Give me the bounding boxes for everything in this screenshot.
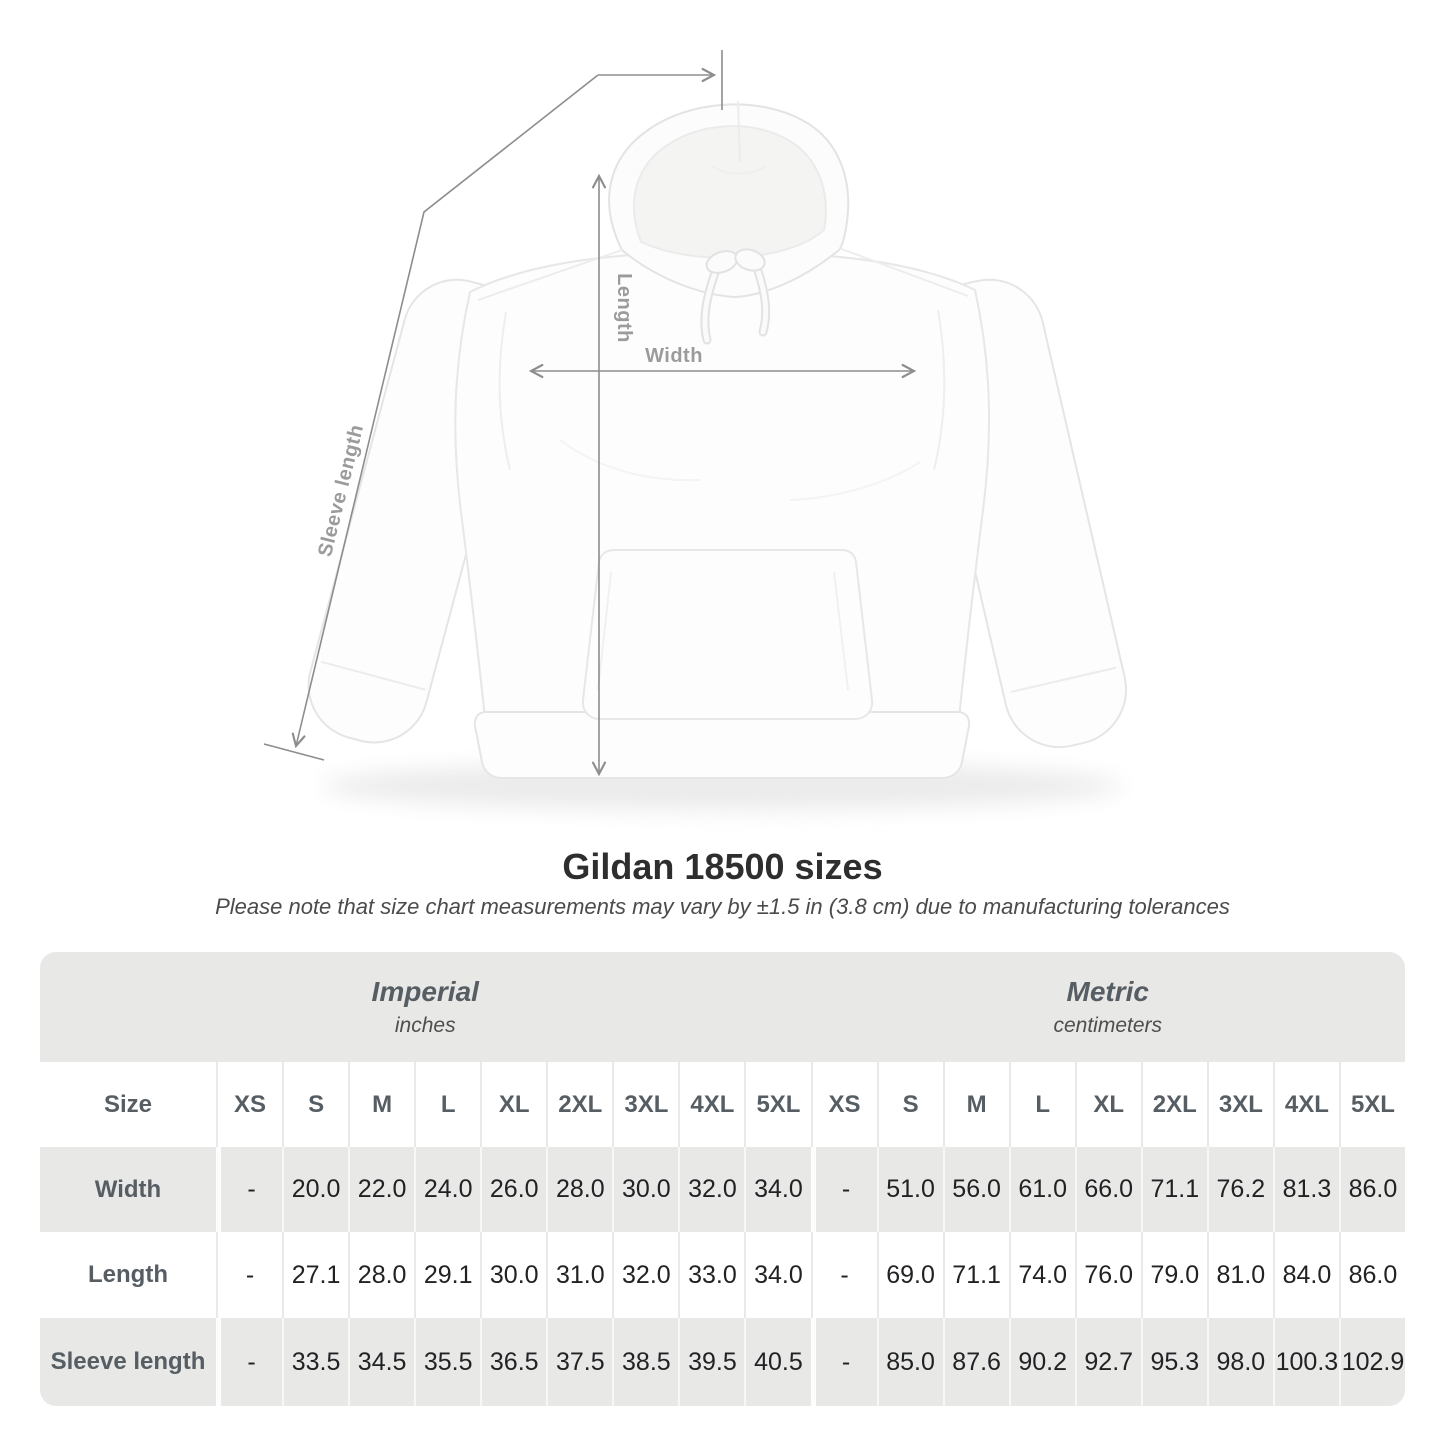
value-metric-xs-sleeve-length: - xyxy=(810,1318,877,1406)
value-metric-s-sleeve-length: 85.0 xyxy=(876,1318,943,1406)
value-metric-4xl-width: 81.3 xyxy=(1272,1147,1339,1232)
size-header-metric-xl: XL xyxy=(1074,1062,1141,1147)
value-metric-xs-width: - xyxy=(810,1147,877,1232)
size-header-metric-m: M xyxy=(942,1062,1009,1147)
value-metric-2xl-width: 71.1 xyxy=(1140,1147,1207,1232)
value-imperial-xl-width: 26.0 xyxy=(480,1147,547,1232)
size-header-metric-3xl: 3XL xyxy=(1206,1062,1273,1147)
size-header-imperial-m: M xyxy=(348,1062,415,1147)
value-imperial-2xl-width: 28.0 xyxy=(546,1147,613,1232)
width-label: Width xyxy=(645,345,703,367)
section-label: Imperial xyxy=(371,976,479,1007)
section-sublabel: centimeters xyxy=(1053,1014,1163,1037)
value-imperial-l-sleeve-length: 35.5 xyxy=(414,1318,481,1406)
hoodie-photo xyxy=(307,100,1128,779)
sleeve-length-arrow xyxy=(263,50,723,761)
value-metric-xl-length: 76.0 xyxy=(1074,1232,1141,1318)
value-metric-3xl-length: 81.0 xyxy=(1206,1232,1273,1318)
value-metric-xl-width: 66.0 xyxy=(1074,1147,1141,1232)
page-title: Gildan 18500 sizes xyxy=(562,846,883,887)
size-header-metric-5xl: 5XL xyxy=(1338,1062,1405,1147)
size-header-metric-4xl: 4XL xyxy=(1272,1062,1339,1147)
value-imperial-l-length: 29.1 xyxy=(414,1232,481,1318)
row-label-sleeve-length: Sleeve length xyxy=(40,1318,216,1406)
value-metric-5xl-width: 86.0 xyxy=(1338,1147,1405,1232)
hoodie-diagram: Sleeve length Length Width xyxy=(263,50,1128,810)
value-imperial-xl-length: 30.0 xyxy=(480,1232,547,1318)
value-metric-l-sleeve-length: 90.2 xyxy=(1008,1318,1075,1406)
value-imperial-2xl-length: 31.0 xyxy=(546,1232,613,1318)
size-header-imperial-3xl: 3XL xyxy=(612,1062,679,1147)
section-header-metric: Metric centimeters xyxy=(810,952,1405,1062)
size-header-imperial-xl: XL xyxy=(480,1062,547,1147)
size-column-header: Size xyxy=(40,1062,216,1147)
size-header-metric-l: L xyxy=(1008,1062,1075,1147)
value-imperial-3xl-sleeve-length: 38.5 xyxy=(612,1318,679,1406)
hood-drawstrings xyxy=(700,248,771,345)
size-header-metric-xs: XS xyxy=(810,1062,877,1147)
value-metric-m-length: 71.1 xyxy=(942,1232,1009,1318)
hoodie-illustration: Sleeve length Length Width xyxy=(263,50,1128,810)
size-header-imperial-5xl: 5XL xyxy=(744,1062,811,1147)
value-imperial-3xl-width: 30.0 xyxy=(612,1147,679,1232)
value-imperial-m-width: 22.0 xyxy=(348,1147,415,1232)
size-chart-table: Imperial inches Metric centimeters Size XS S M L… xyxy=(40,952,1405,1406)
value-metric-4xl-length: 84.0 xyxy=(1272,1232,1339,1318)
section-header-imperial: Imperial inches xyxy=(40,952,811,1062)
measurement-lines xyxy=(263,50,914,774)
value-imperial-xs-length: - xyxy=(216,1232,283,1318)
value-metric-2xl-length: 79.0 xyxy=(1140,1232,1207,1318)
size-header-metric-2xl: 2XL xyxy=(1140,1062,1207,1147)
length-label: Length xyxy=(613,273,635,343)
size-header-imperial-s: S xyxy=(282,1062,349,1147)
size-header-imperial-2xl: 2XL xyxy=(546,1062,613,1147)
value-imperial-s-length: 27.1 xyxy=(282,1232,349,1318)
value-metric-2xl-sleeve-length: 95.3 xyxy=(1140,1318,1207,1406)
value-metric-4xl-sleeve-length: 100.3 xyxy=(1272,1318,1339,1406)
value-metric-l-length: 74.0 xyxy=(1008,1232,1075,1318)
value-metric-xs-length: - xyxy=(810,1232,877,1318)
value-metric-s-width: 51.0 xyxy=(876,1147,943,1232)
value-metric-3xl-sleeve-length: 98.0 xyxy=(1206,1318,1273,1406)
value-imperial-l-width: 24.0 xyxy=(414,1147,481,1232)
value-imperial-4xl-sleeve-length: 39.5 xyxy=(678,1318,745,1406)
section-sublabel: inches xyxy=(394,1014,456,1037)
value-metric-5xl-sleeve-length: 102.9 xyxy=(1338,1318,1405,1406)
value-imperial-3xl-length: 32.0 xyxy=(612,1232,679,1318)
tolerance-note: Please note that size chart measurements… xyxy=(215,894,1230,919)
value-imperial-m-length: 28.0 xyxy=(348,1232,415,1318)
value-imperial-4xl-length: 33.0 xyxy=(678,1232,745,1318)
row-label-length: Length xyxy=(40,1232,216,1318)
value-metric-m-width: 56.0 xyxy=(942,1147,1009,1232)
value-imperial-5xl-length: 34.0 xyxy=(744,1232,811,1318)
size-header-imperial-4xl: 4XL xyxy=(678,1062,745,1147)
value-imperial-5xl-width: 34.0 xyxy=(744,1147,811,1232)
size-header-imperial-xs: XS xyxy=(216,1062,283,1147)
value-imperial-m-sleeve-length: 34.5 xyxy=(348,1318,415,1406)
value-imperial-2xl-sleeve-length: 37.5 xyxy=(546,1318,613,1406)
size-chart: Imperial inches Metric centimeters Size XS S M L… xyxy=(40,952,1405,1406)
value-metric-5xl-length: 86.0 xyxy=(1338,1232,1405,1318)
value-metric-l-width: 61.0 xyxy=(1008,1147,1075,1232)
value-metric-m-sleeve-length: 87.6 xyxy=(942,1318,1009,1406)
value-metric-s-length: 69.0 xyxy=(876,1232,943,1318)
row-label-width: Width xyxy=(40,1147,216,1232)
value-imperial-5xl-sleeve-length: 40.5 xyxy=(744,1318,811,1406)
value-imperial-s-width: 20.0 xyxy=(282,1147,349,1232)
size-header-imperial-l: L xyxy=(414,1062,481,1147)
value-imperial-s-sleeve-length: 33.5 xyxy=(282,1318,349,1406)
value-imperial-4xl-width: 32.0 xyxy=(678,1147,745,1232)
sleeve-end-tick xyxy=(263,743,325,761)
size-header-metric-s: S xyxy=(876,1062,943,1147)
section-label: Metric xyxy=(1066,976,1149,1007)
value-imperial-xs-sleeve-length: - xyxy=(216,1318,283,1406)
value-imperial-xs-width: - xyxy=(216,1147,283,1232)
value-metric-xl-sleeve-length: 92.7 xyxy=(1074,1318,1141,1406)
value-imperial-xl-sleeve-length: 36.5 xyxy=(480,1318,547,1406)
value-metric-3xl-width: 76.2 xyxy=(1206,1147,1273,1232)
